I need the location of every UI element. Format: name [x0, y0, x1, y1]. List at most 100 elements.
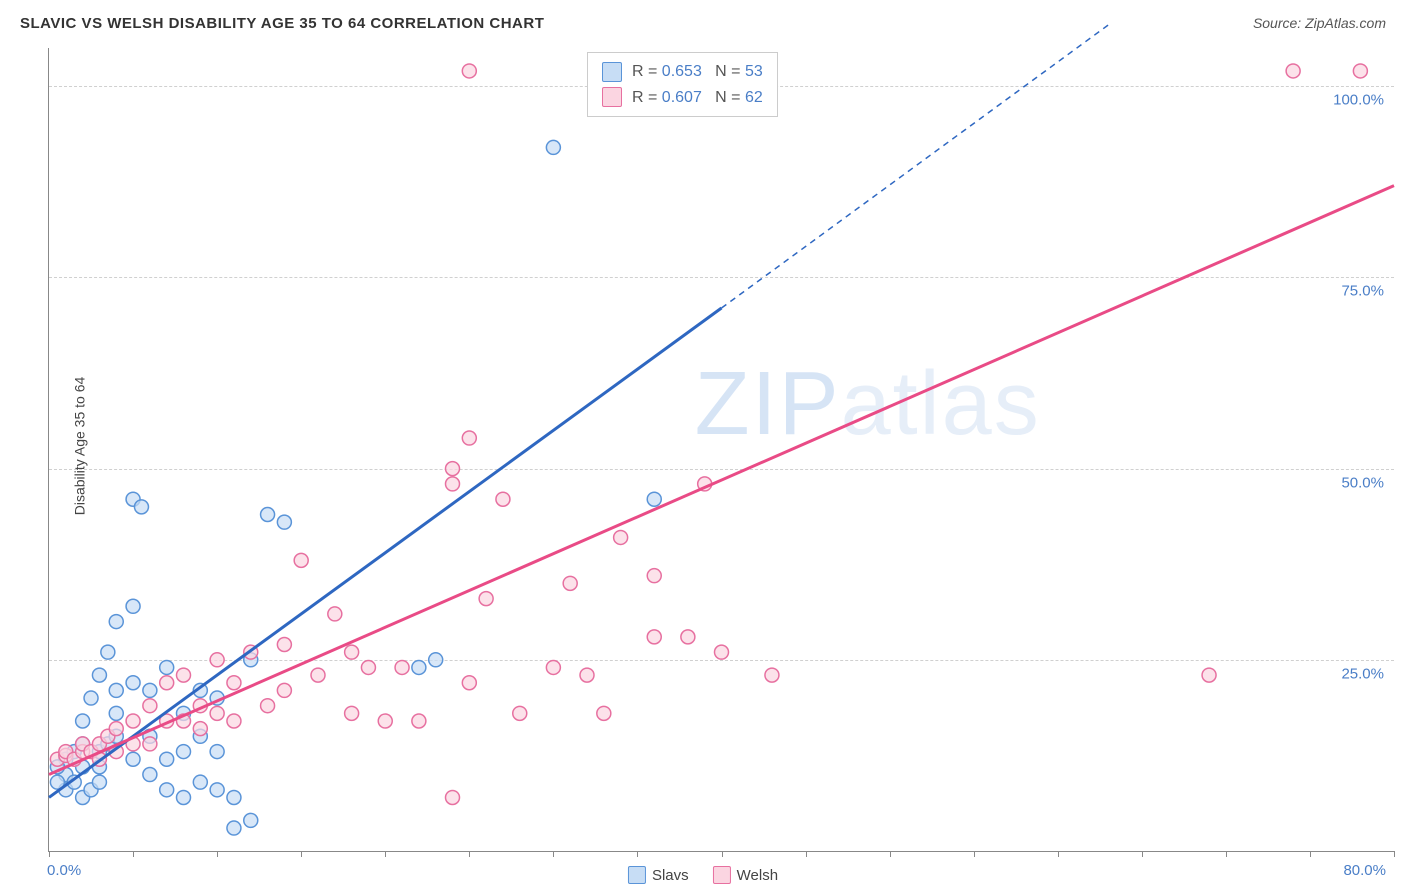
data-point	[580, 668, 594, 682]
chart-title: SLAVIC VS WELSH DISABILITY AGE 35 TO 64 …	[20, 15, 544, 32]
x-tick-label: 80.0%	[1343, 862, 1386, 879]
data-point	[143, 683, 157, 697]
data-point	[614, 530, 628, 544]
data-point	[479, 592, 493, 606]
data-point	[160, 752, 174, 766]
chart-svg	[49, 48, 1394, 851]
data-point	[126, 752, 140, 766]
data-point	[462, 64, 476, 78]
data-point	[76, 714, 90, 728]
legend: Slavs Welsh	[628, 866, 778, 884]
data-point	[395, 660, 409, 674]
data-point	[177, 668, 191, 682]
data-point	[715, 645, 729, 659]
data-point	[126, 714, 140, 728]
x-tick	[49, 851, 50, 857]
data-point	[227, 821, 241, 835]
data-point	[134, 500, 148, 514]
x-tick	[806, 851, 807, 857]
legend-swatch	[628, 866, 646, 884]
data-point	[462, 676, 476, 690]
data-point	[210, 653, 224, 667]
data-point	[92, 775, 106, 789]
data-point	[647, 630, 661, 644]
source-label: Source: ZipAtlas.com	[1253, 15, 1386, 31]
data-point	[446, 462, 460, 476]
data-point	[765, 668, 779, 682]
legend-label: Welsh	[737, 867, 778, 884]
x-tick	[133, 851, 134, 857]
x-tick	[890, 851, 891, 857]
data-point	[446, 790, 460, 804]
data-point	[462, 431, 476, 445]
data-point	[143, 737, 157, 751]
data-point	[193, 775, 207, 789]
data-point	[210, 783, 224, 797]
x-tick	[1142, 851, 1143, 857]
data-point	[261, 699, 275, 713]
data-point	[496, 492, 510, 506]
data-point	[177, 745, 191, 759]
data-point	[109, 615, 123, 629]
data-point	[210, 706, 224, 720]
trend-line-dash	[722, 25, 1109, 308]
x-tick	[974, 851, 975, 857]
x-tick	[1226, 851, 1227, 857]
data-point	[227, 790, 241, 804]
stats-text: R = 0.653 N = 53	[632, 59, 763, 85]
data-point	[277, 515, 291, 529]
data-point	[101, 645, 115, 659]
data-point	[261, 508, 275, 522]
data-point	[193, 722, 207, 736]
data-point	[244, 813, 258, 827]
trend-line	[49, 186, 1394, 775]
data-point	[177, 790, 191, 804]
data-point	[143, 699, 157, 713]
data-point	[345, 706, 359, 720]
x-tick-label: 0.0%	[47, 862, 81, 879]
plot-area: 25.0%50.0%75.0%100.0%0.0%80.0%ZIPatlasR …	[48, 48, 1394, 852]
legend-item: Slavs	[628, 866, 689, 884]
data-point	[277, 683, 291, 697]
data-point	[126, 599, 140, 613]
data-point	[1353, 64, 1367, 78]
x-tick	[217, 851, 218, 857]
data-point	[647, 569, 661, 583]
data-point	[546, 140, 560, 154]
data-point	[109, 722, 123, 736]
x-tick	[1394, 851, 1395, 857]
data-point	[160, 660, 174, 674]
data-point	[227, 676, 241, 690]
x-tick	[722, 851, 723, 857]
data-point	[92, 668, 106, 682]
x-tick	[469, 851, 470, 857]
x-tick	[301, 851, 302, 857]
data-point	[1286, 64, 1300, 78]
legend-item: Welsh	[713, 866, 778, 884]
stats-box: R = 0.653 N = 53R = 0.607 N = 62	[587, 52, 778, 117]
data-point	[126, 676, 140, 690]
data-point	[361, 660, 375, 674]
stats-row: R = 0.607 N = 62	[602, 85, 763, 111]
data-point	[1202, 668, 1216, 682]
data-point	[210, 745, 224, 759]
stats-text: R = 0.607 N = 62	[632, 85, 763, 111]
data-point	[378, 714, 392, 728]
data-point	[513, 706, 527, 720]
x-tick	[637, 851, 638, 857]
x-tick	[1058, 851, 1059, 857]
data-point	[597, 706, 611, 720]
data-point	[160, 783, 174, 797]
legend-swatch	[602, 62, 622, 82]
data-point	[109, 683, 123, 697]
data-point	[277, 638, 291, 652]
legend-label: Slavs	[652, 867, 689, 884]
data-point	[546, 660, 560, 674]
legend-swatch	[602, 87, 622, 107]
data-point	[311, 668, 325, 682]
data-point	[446, 477, 460, 491]
data-point	[109, 706, 123, 720]
data-point	[84, 691, 98, 705]
data-point	[227, 714, 241, 728]
data-point	[294, 553, 308, 567]
